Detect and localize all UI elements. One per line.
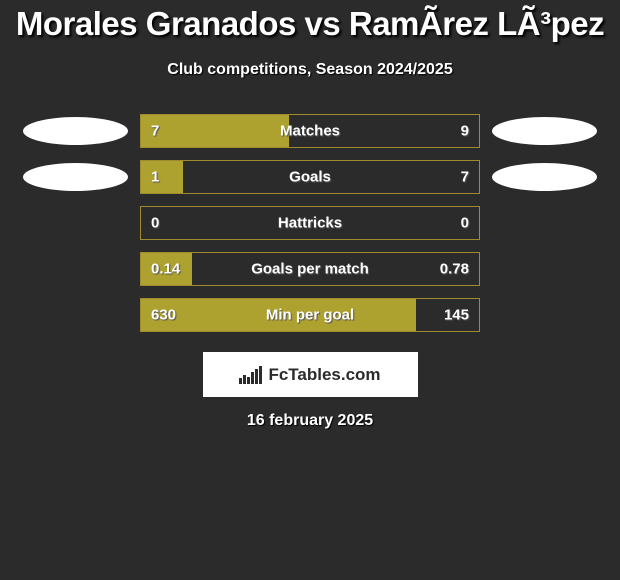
page-title: Morales Granados vs RamÃ­rez LÃ³pez — [0, 5, 620, 43]
stat-label: Goals per match — [251, 261, 369, 278]
stat-label: Matches — [280, 123, 340, 140]
stat-value-right: 9 — [461, 123, 469, 140]
stat-value-left: 1 — [151, 169, 159, 186]
stat-value-right: 0.78 — [440, 261, 469, 278]
stat-bar: 0 Hattricks 0 — [140, 206, 480, 240]
stat-label: Goals — [289, 169, 331, 186]
avatar-left — [23, 163, 128, 191]
stat-bar: 1 Goals 7 — [140, 160, 480, 194]
stat-row: 0.14 Goals per match 0.78 — [0, 252, 620, 286]
stat-label: Hattricks — [278, 215, 342, 232]
stat-value-left: 0 — [151, 215, 159, 232]
stat-row: 630 Min per goal 145 — [0, 298, 620, 332]
stat-value-right: 145 — [444, 307, 469, 324]
avatar-left — [23, 117, 128, 145]
stat-row: 0 Hattricks 0 — [0, 206, 620, 240]
stat-value-left: 0.14 — [151, 261, 180, 278]
stat-label: Min per goal — [266, 307, 354, 324]
avatar-right — [492, 163, 597, 191]
stat-bar: 630 Min per goal 145 — [140, 298, 480, 332]
stat-value-right: 0 — [461, 215, 469, 232]
bar-fill — [141, 115, 289, 147]
date-text: 16 february 2025 — [0, 412, 620, 430]
stat-value-left: 630 — [151, 307, 176, 324]
bar-fill — [141, 161, 183, 193]
brand-box: FcTables.com — [203, 352, 418, 397]
avatar-right — [492, 117, 597, 145]
stat-value-left: 7 — [151, 123, 159, 140]
stats-rows: 7 Matches 9 1 Goals 7 0 Hattricks 0 0.14 Goals per… — [0, 114, 620, 332]
stat-value-right: 7 — [461, 169, 469, 186]
stat-bar: 0.14 Goals per match 0.78 — [140, 252, 480, 286]
brand-chart-icon — [239, 366, 262, 384]
stat-row: 7 Matches 9 — [0, 114, 620, 148]
subtitle: Club competitions, Season 2024/2025 — [0, 61, 620, 79]
stat-bar: 7 Matches 9 — [140, 114, 480, 148]
stat-row: 1 Goals 7 — [0, 160, 620, 194]
brand-text: FcTables.com — [268, 365, 380, 385]
